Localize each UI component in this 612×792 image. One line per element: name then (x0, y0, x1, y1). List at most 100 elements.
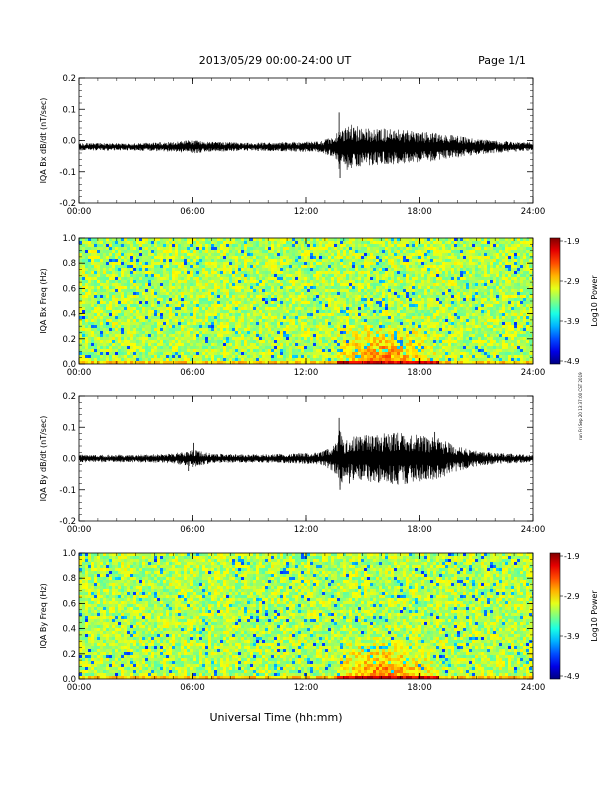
spectrogram-cell (427, 298, 430, 301)
spectrogram-cell (184, 262, 187, 265)
spectrogram-cell (460, 304, 463, 307)
spectrogram-cell (196, 298, 199, 301)
spectrogram-cell (106, 280, 109, 283)
spectrogram-cell (421, 289, 424, 292)
spectrogram-cell (172, 316, 175, 319)
spectrogram-cell (142, 268, 145, 271)
spectrogram-cell (526, 280, 529, 283)
spectrogram-cell (235, 316, 238, 319)
spectrogram-cell (493, 256, 496, 259)
spectrogram-cell (331, 241, 334, 244)
spectrogram-cell (514, 247, 517, 250)
spectrogram-cell (346, 304, 349, 307)
spectrogram-cell (523, 328, 526, 331)
spectrogram-cell (211, 319, 214, 322)
spectrogram-cell (313, 259, 316, 262)
spectrogram-cell (490, 319, 493, 322)
spectrogram-cell (277, 310, 280, 313)
spectrogram-cell (196, 304, 199, 307)
spectrogram-cell (385, 274, 388, 277)
spectrogram-cell (376, 250, 379, 253)
spectrogram-cell (253, 295, 256, 298)
spectrogram-cell (448, 250, 451, 253)
spectrogram-cell (406, 271, 409, 274)
spectrogram-cell (403, 298, 406, 301)
spectrogram-cell (478, 265, 481, 268)
spectrogram-cell (220, 319, 223, 322)
spectrogram-cell (388, 271, 391, 274)
spectrogram-cell (520, 250, 523, 253)
spectrogram-cell (121, 262, 124, 265)
spectrogram-cell (103, 262, 106, 265)
spectrogram-cell (517, 280, 520, 283)
spectrogram-cell (268, 259, 271, 262)
spectrogram-cell (400, 286, 403, 289)
spectrogram-cell (244, 259, 247, 262)
spectrogram-cell (394, 250, 397, 253)
spectrogram-cell (376, 262, 379, 265)
spectrogram-cell (169, 244, 172, 247)
spectrogram-cell (337, 253, 340, 256)
spectrogram-cell (88, 271, 91, 274)
spectrogram-cell (136, 262, 139, 265)
spectrogram-cell (166, 241, 169, 244)
spectrogram-cell (130, 328, 133, 331)
spectrogram-cell (175, 244, 178, 247)
spectrogram-cell (325, 325, 328, 328)
spectrogram-cell (292, 325, 295, 328)
spectrogram-cell (454, 301, 457, 304)
spectrogram-cell (262, 286, 265, 289)
spectrogram-cell (490, 244, 493, 247)
spectrogram-cell (136, 250, 139, 253)
spectrogram-cell (526, 265, 529, 268)
spectrogram-cell (325, 310, 328, 313)
spectrogram-cell (169, 307, 172, 310)
spectrogram-cell (484, 241, 487, 244)
spectrogram-cell (358, 295, 361, 298)
spectrogram-cell (283, 268, 286, 271)
spectrogram-cell (226, 247, 229, 250)
spectrogram-cell (235, 256, 238, 259)
spectrogram-cell (121, 295, 124, 298)
spectrogram-cell (112, 292, 115, 295)
spectrogram-cell (277, 274, 280, 277)
spectrogram-cell (205, 271, 208, 274)
spectrogram-cell (430, 277, 433, 280)
spectrogram-cell (409, 295, 412, 298)
spectrogram-cell (499, 238, 502, 241)
spectrogram-cell (109, 250, 112, 253)
spectrogram-cell (472, 262, 475, 265)
spectrogram-cell (79, 241, 82, 244)
spectrogram-cell (223, 301, 226, 304)
spectrogram-cell (178, 319, 181, 322)
spectrogram-cell (325, 313, 328, 316)
spectrogram-cell (184, 304, 187, 307)
spectrogram-cell (403, 259, 406, 262)
spectrogram-cell (331, 271, 334, 274)
spectrogram-cell (520, 238, 523, 241)
spectrogram-cell (499, 322, 502, 325)
spectrogram-cell (253, 259, 256, 262)
spectrogram-cell (259, 304, 262, 307)
spectrogram-cell (301, 274, 304, 277)
spectrogram-cell (148, 238, 151, 241)
spectrogram-cell (451, 250, 454, 253)
spectrogram-cell (352, 253, 355, 256)
spectrogram-cell (250, 244, 253, 247)
spectrogram-cell (136, 307, 139, 310)
spectrogram-cell (154, 286, 157, 289)
spectrogram-cell (82, 286, 85, 289)
spectrogram-cell (172, 256, 175, 259)
spectrogram-cell (91, 301, 94, 304)
spectrogram-cell (211, 268, 214, 271)
spectrogram-cell (484, 268, 487, 271)
spectrogram-cell (469, 247, 472, 250)
spectrogram-cell (166, 286, 169, 289)
spectrogram-cell (226, 241, 229, 244)
spectrogram-cell (484, 250, 487, 253)
spectrogram-cell (526, 289, 529, 292)
spectrogram-cell (439, 274, 442, 277)
spectrogram-cell (454, 295, 457, 298)
spectrogram-cell (451, 313, 454, 316)
spectrogram-cell (502, 283, 505, 286)
